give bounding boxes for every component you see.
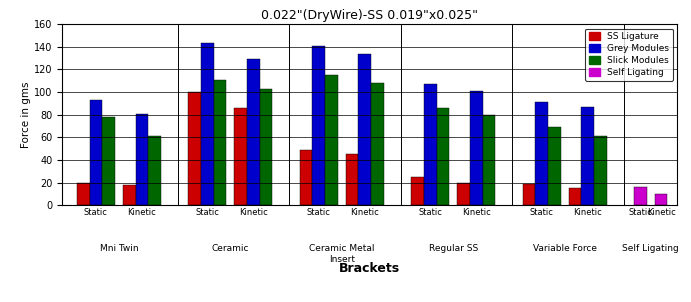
Text: Self Ligating: Self Ligating [623, 244, 679, 253]
Bar [482, 115, 495, 205]
Text: Ceramic: Ceramic [211, 244, 249, 253]
Bar [247, 59, 260, 205]
Bar [371, 83, 384, 205]
Bar [234, 108, 247, 205]
Bar [135, 114, 149, 205]
Bar [581, 107, 594, 205]
X-axis label: Brackets: Brackets [339, 262, 400, 275]
Bar [569, 188, 581, 205]
Bar [522, 184, 536, 205]
Bar [123, 185, 135, 205]
Bar [90, 100, 102, 205]
Bar [312, 46, 325, 205]
Bar [325, 75, 338, 205]
Bar [300, 150, 312, 205]
Bar [201, 43, 214, 205]
Text: Mni Twin: Mni Twin [100, 244, 138, 253]
Y-axis label: Force in gms: Force in gms [21, 82, 31, 148]
Bar [548, 127, 561, 205]
Text: Regular SS: Regular SS [428, 244, 478, 253]
Bar [189, 92, 201, 205]
Bar [359, 53, 371, 205]
Bar [411, 177, 424, 205]
Bar [654, 194, 668, 205]
Bar [102, 117, 115, 205]
Bar [437, 108, 449, 205]
Bar [470, 91, 482, 205]
Bar [536, 102, 548, 205]
Text: Variable Force: Variable Force [533, 244, 597, 253]
Bar [457, 183, 470, 205]
Title: 0.022"(DryWire)-SS 0.019"x0.025": 0.022"(DryWire)-SS 0.019"x0.025" [261, 8, 478, 22]
Legend: SS Ligature, Grey Modules, Slick Modules, Self Ligating: SS Ligature, Grey Modules, Slick Modules… [585, 29, 672, 81]
Bar [346, 154, 359, 205]
Bar [77, 183, 90, 205]
Text: Ceramic Metal
Insert: Ceramic Metal Insert [309, 244, 375, 264]
Bar [149, 136, 161, 205]
Bar [424, 84, 437, 205]
Bar [260, 89, 272, 205]
Bar [634, 187, 647, 205]
Bar [214, 80, 227, 205]
Bar [594, 136, 607, 205]
